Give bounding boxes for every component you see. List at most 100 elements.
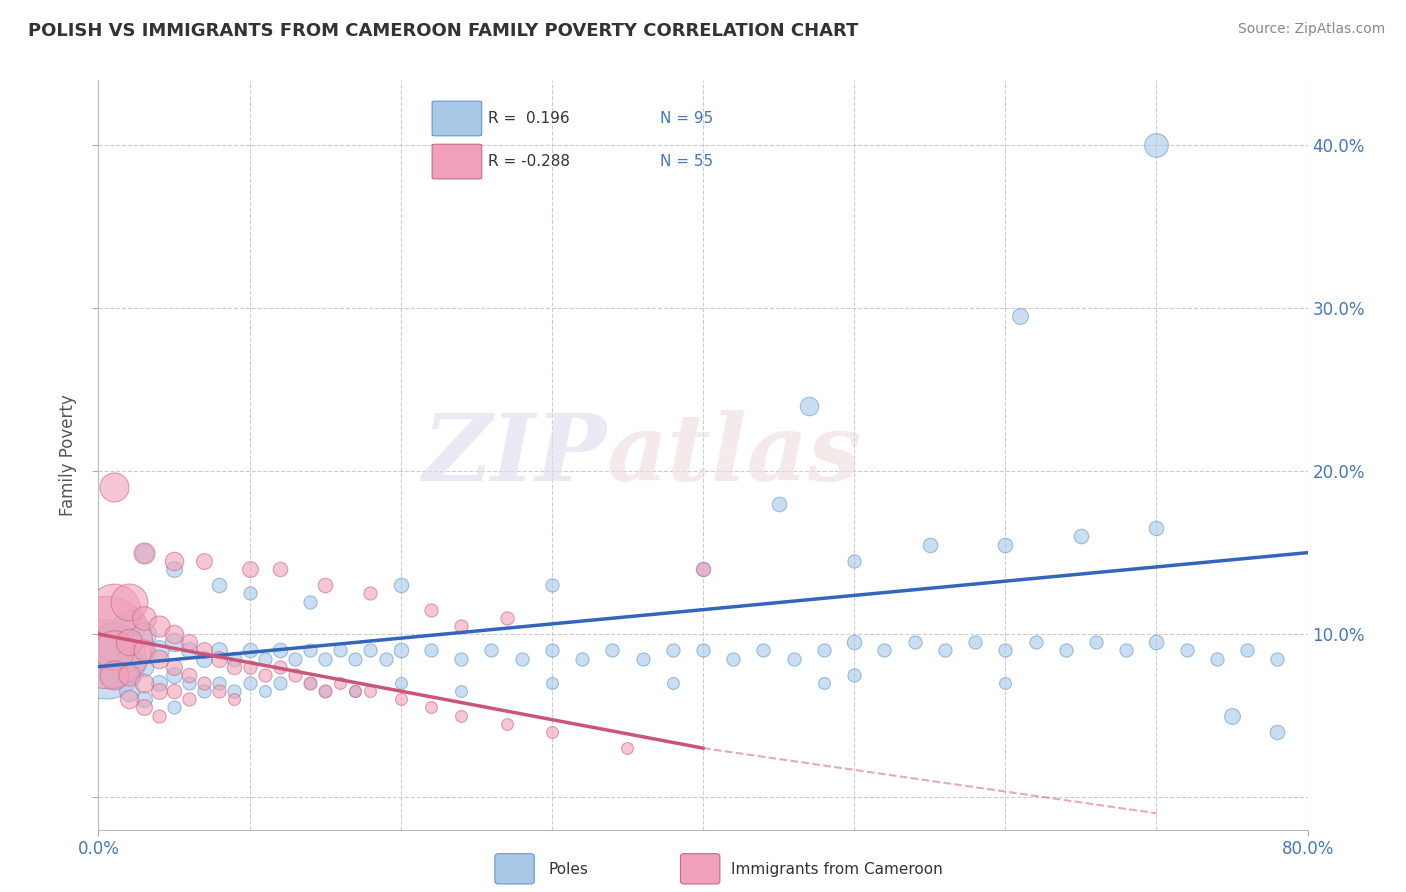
Point	[179, 668, 201, 682]
Point	[163, 659, 186, 673]
Point	[450, 684, 472, 698]
Point	[94, 635, 117, 649]
Point	[360, 643, 382, 657]
Point	[661, 676, 683, 690]
Text: Immigrants from Cameroon: Immigrants from Cameroon	[731, 863, 943, 877]
Point	[873, 643, 896, 657]
Point	[148, 619, 170, 633]
Point	[132, 692, 155, 706]
Point	[797, 399, 820, 413]
Text: Poles: Poles	[548, 863, 588, 877]
Point	[344, 684, 367, 698]
Point	[1010, 310, 1032, 324]
Point	[132, 627, 155, 641]
Point	[224, 659, 246, 673]
Point	[239, 643, 262, 657]
Point	[510, 651, 533, 665]
Point	[118, 594, 141, 608]
Point	[844, 554, 866, 568]
Point	[179, 643, 201, 657]
Point	[344, 651, 367, 665]
Point	[389, 692, 412, 706]
Point	[965, 635, 987, 649]
Point	[208, 643, 231, 657]
Point	[118, 635, 141, 649]
Point	[118, 692, 141, 706]
Point	[1220, 708, 1243, 723]
Point	[163, 627, 186, 641]
Point	[540, 676, 562, 690]
Point	[904, 635, 927, 649]
Point	[193, 554, 215, 568]
Point	[1206, 651, 1229, 665]
Point	[163, 700, 186, 714]
Point	[179, 635, 201, 649]
Point	[269, 562, 291, 576]
Point	[193, 651, 215, 665]
Text: N = 55: N = 55	[661, 153, 713, 169]
Point	[132, 611, 155, 625]
Point	[1144, 521, 1167, 535]
Point	[179, 676, 201, 690]
Point	[994, 676, 1017, 690]
Point	[299, 643, 322, 657]
Point	[1175, 643, 1198, 657]
Point	[1115, 643, 1137, 657]
Point	[692, 562, 714, 576]
Text: N = 95: N = 95	[661, 111, 713, 126]
Point	[1267, 651, 1289, 665]
Point	[389, 676, 412, 690]
Point	[389, 643, 412, 657]
Point	[103, 643, 125, 657]
Point	[813, 643, 835, 657]
Point	[132, 659, 155, 673]
Point	[118, 619, 141, 633]
Point	[420, 700, 443, 714]
Point	[193, 643, 215, 657]
Point	[208, 676, 231, 690]
FancyBboxPatch shape	[432, 101, 482, 136]
Point	[571, 651, 593, 665]
Point	[269, 676, 291, 690]
Point	[374, 651, 396, 665]
Point	[103, 481, 125, 495]
Text: Source: ZipAtlas.com: Source: ZipAtlas.com	[1237, 22, 1385, 37]
Point	[1054, 643, 1077, 657]
Point	[193, 676, 215, 690]
Point	[132, 546, 155, 560]
Point	[329, 643, 352, 657]
Point	[360, 586, 382, 600]
Point	[768, 497, 790, 511]
Point	[163, 668, 186, 682]
Y-axis label: Family Poverty: Family Poverty	[59, 394, 77, 516]
Point	[934, 643, 956, 657]
Point	[163, 684, 186, 698]
Point	[299, 676, 322, 690]
Point	[918, 537, 941, 551]
Point	[239, 586, 262, 600]
Point	[450, 708, 472, 723]
Point	[132, 700, 155, 714]
Point	[1144, 635, 1167, 649]
Point	[844, 668, 866, 682]
Point	[692, 643, 714, 657]
Point	[314, 684, 336, 698]
Point	[299, 676, 322, 690]
Point	[208, 684, 231, 698]
Point	[450, 651, 472, 665]
Point	[723, 651, 745, 665]
Point	[481, 643, 503, 657]
Point	[103, 668, 125, 682]
Text: POLISH VS IMMIGRANTS FROM CAMEROON FAMILY POVERTY CORRELATION CHART: POLISH VS IMMIGRANTS FROM CAMEROON FAMIL…	[28, 22, 859, 40]
Point	[299, 594, 322, 608]
Point	[208, 651, 231, 665]
Point	[344, 684, 367, 698]
Point	[224, 692, 246, 706]
Point	[389, 578, 412, 592]
Point	[495, 611, 517, 625]
FancyBboxPatch shape	[432, 145, 482, 179]
Point	[1024, 635, 1046, 649]
Point	[224, 651, 246, 665]
Point	[118, 651, 141, 665]
Point	[118, 668, 141, 682]
